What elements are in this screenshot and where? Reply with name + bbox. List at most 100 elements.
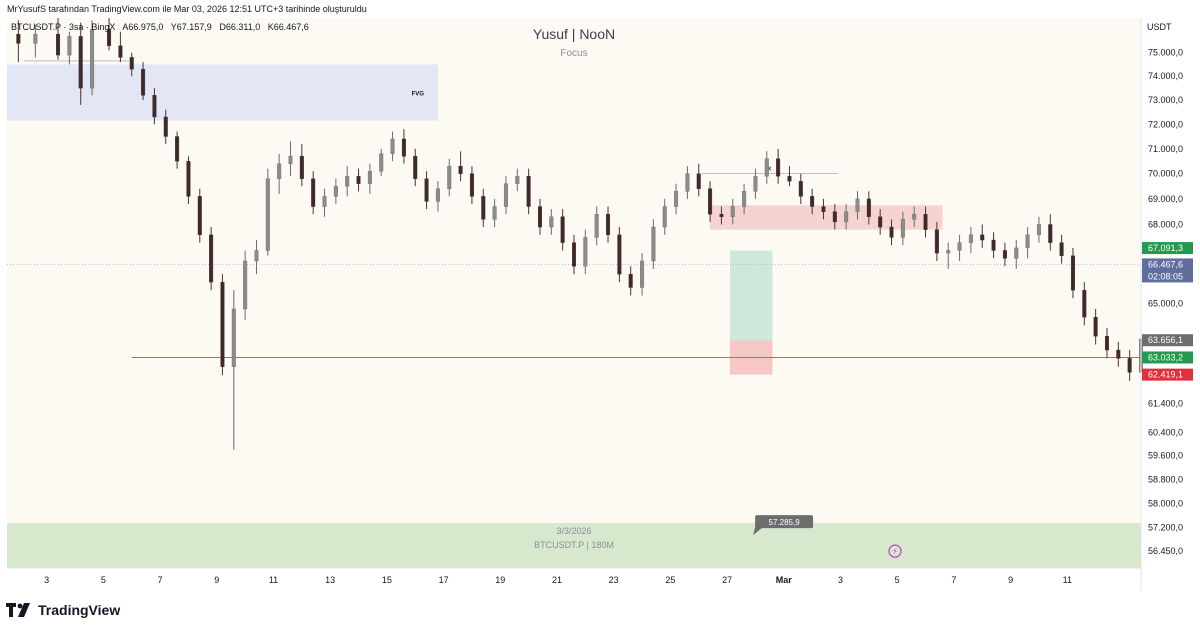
- candle-body: [390, 138, 395, 154]
- candle-body: [152, 95, 157, 118]
- candle-body: [118, 45, 123, 58]
- candle-body: [265, 178, 270, 251]
- candle-body: [1025, 234, 1030, 249]
- chart-title: Yusuf | NooN: [532, 26, 616, 42]
- chart-subtitle: Focus: [560, 48, 588, 59]
- footer-brand: TradingView: [6, 602, 120, 618]
- candle-body: [492, 206, 497, 220]
- lightning-icon: [888, 544, 902, 558]
- candle-body: [968, 234, 973, 243]
- candle-body: [424, 178, 429, 202]
- candle-body: [1036, 224, 1041, 236]
- candle-body: [537, 206, 542, 228]
- price-label-text: 63.656,1: [1148, 335, 1183, 345]
- price-tick-label: 69.000,0: [1148, 194, 1183, 204]
- candle-body: [345, 175, 350, 187]
- candle-body: [855, 198, 860, 212]
- candle-body: [674, 191, 679, 207]
- candle-body: [401, 138, 406, 157]
- low-value: D66.311,0: [219, 22, 261, 32]
- candle-body: [583, 237, 588, 267]
- candle-body: [1059, 242, 1064, 256]
- price-tick-label: 75.000,0: [1148, 48, 1183, 58]
- candle-body: [367, 170, 372, 184]
- time-tick-label: 9: [1008, 575, 1013, 585]
- time-tick-label: 19: [495, 575, 505, 585]
- time-tick-label: 7: [951, 575, 956, 585]
- candle-body: [685, 173, 690, 192]
- time-tick-label: 5: [895, 575, 900, 585]
- open-value: A66.975,0: [122, 22, 164, 32]
- tradingview-wordmark: TradingView: [38, 602, 121, 618]
- price-label-box: [1142, 351, 1193, 364]
- level-line-label: x: [768, 166, 772, 173]
- zone-label-fvg: FVG: [412, 92, 425, 98]
- time-tick-label: 3: [838, 575, 843, 585]
- price-tick-label: 57.200,0: [1148, 523, 1183, 533]
- candle-body: [515, 175, 520, 184]
- chart-caption: MrYusufS tarafından TradingView.com ile …: [7, 4, 367, 14]
- band-symbol-label: BTCUSDT.P | 180M: [534, 540, 614, 550]
- candle-body: [753, 175, 758, 192]
- candle-body: [209, 234, 214, 283]
- price-label-text: 62.419,1: [1148, 370, 1183, 380]
- time-tick-label: 23: [609, 575, 619, 585]
- time-tick-label: 7: [158, 575, 163, 585]
- candle-body: [957, 242, 962, 251]
- candle-body: [56, 33, 61, 56]
- chart-svg[interactable]: 3/3/2026 BTCUSDT.P | 180M ⚡ FVG x 57.285,9 75.…: [7, 18, 1193, 591]
- candle-body: [594, 214, 599, 238]
- candle-body: [277, 163, 282, 179]
- callout-label: 57.285,9: [769, 518, 801, 527]
- tradingview-logo-icon: [6, 603, 30, 617]
- candle-body: [776, 158, 781, 177]
- zone-resistance: [710, 205, 943, 230]
- candle-body: [844, 211, 849, 223]
- candle-body: [78, 36, 83, 89]
- candle-body: [810, 196, 815, 207]
- price-label-text: 67.091,3: [1148, 243, 1183, 253]
- zone-fvg: [7, 64, 438, 121]
- candle-body: [175, 136, 180, 162]
- price-tick-label: 74.000,0: [1148, 71, 1183, 81]
- candle-body: [991, 239, 996, 251]
- callout-pointer: [753, 527, 764, 536]
- candle-body: [243, 260, 248, 310]
- candle-body: [299, 156, 304, 179]
- candle-body: [878, 216, 883, 228]
- countdown-label: 02:08:05: [1148, 271, 1183, 281]
- candle-body: [503, 183, 508, 207]
- candle-body: [1093, 316, 1098, 337]
- candle-body: [640, 260, 645, 288]
- currency-label[interactable]: USDT: [1147, 22, 1172, 32]
- candle-body: [435, 188, 440, 202]
- time-tick-label: 15: [382, 575, 392, 585]
- price-tick-label: 58.000,0: [1148, 498, 1183, 508]
- candle-body: [90, 29, 95, 89]
- price-label-box: [1142, 368, 1193, 381]
- time-tick-label: 13: [325, 575, 335, 585]
- candle-body: [730, 206, 735, 217]
- ohlc-legend: BTCUSDT.P · 3sa · BingX A66.975,0 Y67.15…: [11, 22, 314, 32]
- candle-body: [67, 36, 72, 56]
- time-tick-label: 21: [552, 575, 562, 585]
- zone-position-profit: [729, 250, 773, 341]
- candle-body: [1082, 289, 1087, 318]
- chart-area[interactable]: 3/3/2026 BTCUSDT.P | 180M ⚡ FVG x 57.285,9 75.…: [7, 18, 1193, 591]
- candle-body: [628, 273, 633, 288]
- candle-body: [549, 216, 554, 228]
- candle-body: [1070, 255, 1075, 291]
- time-tick-label: 11: [1063, 575, 1072, 585]
- band-date-label: 3/3/2026: [556, 526, 591, 536]
- candle-body: [912, 214, 917, 220]
- candle-body: [934, 229, 939, 254]
- close-value: K66.467,6: [267, 22, 309, 32]
- candle-body: [33, 33, 38, 44]
- candle-body: [662, 206, 667, 228]
- symbol-label[interactable]: BTCUSDT.P · 3sa · BingX: [11, 22, 116, 32]
- candle-body: [288, 156, 293, 164]
- candle-body: [708, 188, 713, 215]
- candle-body: [617, 234, 622, 275]
- candle-body: [1104, 336, 1109, 351]
- price-tick-label: 72.000,0: [1148, 119, 1183, 129]
